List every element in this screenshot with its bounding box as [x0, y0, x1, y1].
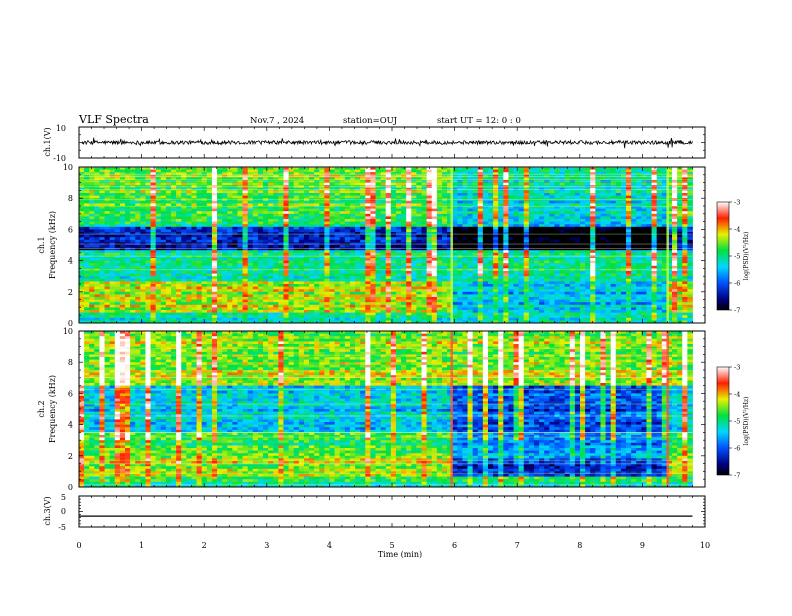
x-tick-4: 4 — [327, 541, 332, 550]
ch1-spectrogram-ylabel-channel: ch.1 — [37, 236, 46, 253]
ch2-spectrogram-ytick-2: 4 — [68, 421, 73, 430]
x-tick-2: 2 — [202, 541, 207, 550]
ch2-colorbar-tick-4: -7 — [734, 472, 740, 480]
ch1-spectrogram-ylabel-frequency: Frequency (kHz) — [48, 211, 57, 279]
ch1-colorbar-label: log(PSD)(V²/Hz) — [743, 232, 750, 281]
ch3-ytick-mid: 0 — [61, 507, 66, 516]
ch2-spectrogram-image — [79, 331, 705, 487]
ch1-colorbar-tick-4: -7 — [734, 307, 740, 315]
ch1-spectrogram-ytick-1: 2 — [68, 288, 73, 297]
ch1-colorbar-tick-0: -3 — [734, 199, 740, 207]
x-tick-10: 10 — [700, 541, 710, 550]
date-label: Nov.7 , 2024 — [250, 116, 304, 126]
ch3-ytick-bottom: -5 — [58, 523, 66, 532]
ch2-spectrogram-ylabel-frequency: Frequency (kHz) — [48, 375, 57, 443]
ch3-ylabel: ch.3(V) — [43, 496, 52, 525]
ch2-spectrogram-ytick-0: 0 — [68, 483, 73, 492]
x-tick-0: 0 — [76, 541, 81, 550]
ch2-colorbar: -3 -4 -5 -6 -7 log(PSD)(V²/Hz) — [717, 364, 750, 480]
x-tick-9: 9 — [640, 541, 645, 550]
x-tick-3: 3 — [264, 541, 269, 550]
ch2-spectrogram-ytick-5: 10 — [63, 327, 73, 336]
ch1-ytick-top: 10 — [56, 124, 66, 133]
station-label: station=OUJ — [343, 116, 398, 126]
figure-title: VLF Spectra — [78, 113, 149, 126]
ch2-spectrogram-ylabel-channel: ch.2 — [37, 400, 46, 417]
ch2-colorbar-tick-1: -4 — [734, 391, 740, 399]
ch1-spectrogram-ytick-4: 8 — [68, 194, 73, 203]
ch3-waveform-panel: 5 0 -5 ch.3(V) — [43, 493, 705, 532]
x-axis-label: Time (min) — [378, 550, 422, 559]
ch1-spectrogram-ytick-2: 4 — [68, 257, 73, 266]
ch1-spectrogram-image — [79, 167, 705, 323]
ch2-spectrogram-ytick-3: 6 — [68, 389, 73, 398]
x-axis-tick-labels: 0 1 2 3 4 5 6 7 8 9 10 — [76, 541, 710, 550]
ch1-spectrogram-ytick-5: 10 — [63, 163, 73, 172]
ch1-colorbar: -3 -4 -5 -6 -7 log(PSD)(V²/Hz) — [717, 199, 750, 315]
ch2-colorbar-label: log(PSD)(V²/Hz) — [743, 397, 750, 446]
ch1-ylabel: ch.1(V) — [43, 127, 52, 156]
x-tick-5: 5 — [389, 541, 394, 550]
ch1-colorbar-tick-2: -5 — [734, 253, 740, 261]
start-time-label: start UT = 12: 0 : 0 — [437, 116, 521, 126]
x-tick-7: 7 — [515, 541, 520, 550]
ch1-colorbar-gradient — [717, 202, 729, 310]
ch2-colorbar-gradient — [717, 367, 729, 475]
ch2-colorbar-tick-3: -6 — [734, 445, 740, 453]
ch2-colorbar-tick-0: -3 — [734, 364, 740, 372]
ch2-spectrogram-ytick-1: 2 — [68, 452, 73, 461]
ch1-spectrogram-ytick-3: 6 — [68, 225, 73, 234]
x-tick-6: 6 — [452, 541, 457, 550]
ch1-waveform-panel: 10 -10 ch.1(V) — [43, 124, 705, 163]
ch2-spectrogram-ytick-4: 8 — [68, 358, 73, 367]
ch1-colorbar-tick-1: -4 — [734, 226, 740, 234]
ch2-spectrogram-panel: 0 2 4 6 8 10 ch.2 Frequency (kHz) — [37, 327, 705, 492]
ch3-ytick-top: 5 — [61, 493, 66, 502]
ch1-ytick-bottom: -10 — [53, 154, 66, 163]
ch2-colorbar-tick-2: -5 — [734, 418, 740, 426]
x-tick-8: 8 — [577, 541, 582, 550]
ch1-colorbar-tick-3: -6 — [734, 280, 740, 288]
x-tick-1: 1 — [139, 541, 144, 550]
